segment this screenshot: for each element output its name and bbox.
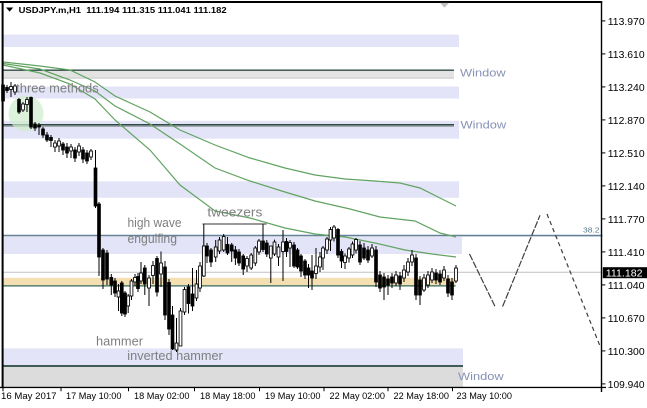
svg-text:19 May 10:00: 19 May 10:00	[265, 391, 321, 401]
svg-text:hammer: hammer	[96, 335, 143, 349]
svg-text:112.870: 112.870	[608, 116, 645, 127]
svg-text:high wave: high wave	[128, 216, 182, 230]
svg-text:113.240: 113.240	[608, 83, 645, 94]
svg-text:Window: Window	[460, 68, 506, 80]
svg-text:Window: Window	[461, 119, 507, 131]
svg-text:16 May 2017: 16 May 2017	[1, 391, 57, 401]
svg-text:engulfing: engulfing	[128, 232, 178, 246]
svg-text:inverted hammer: inverted hammer	[127, 349, 223, 363]
svg-text:22 May 18:00: 22 May 18:00	[394, 391, 450, 401]
svg-text:Window: Window	[458, 371, 504, 383]
svg-text:three methods: three methods	[16, 82, 99, 96]
svg-text:111.770: 111.770	[608, 215, 645, 226]
svg-text:23 May 10:00: 23 May 10:00	[457, 391, 513, 401]
svg-text:38.2: 38.2	[583, 225, 600, 234]
svg-text:110.670: 110.670	[608, 314, 645, 325]
svg-text:112.510: 112.510	[608, 149, 645, 160]
svg-text:17 May 10:00: 17 May 10:00	[66, 391, 122, 401]
svg-text:113.970: 113.970	[608, 17, 645, 28]
svg-text:111.182: 111.182	[606, 269, 643, 280]
svg-text:111.040: 111.040	[608, 281, 645, 292]
svg-text:18 May 18:00: 18 May 18:00	[200, 391, 256, 401]
svg-text:22 May 02:00: 22 May 02:00	[330, 391, 386, 401]
svg-text:109.940: 109.940	[608, 380, 645, 391]
svg-text:tweezers: tweezers	[207, 205, 262, 219]
svg-text:112.140: 112.140	[608, 182, 645, 193]
svg-text:USDJPY.m,H1 111.194 111.315 1: USDJPY.m,H1 111.194 111.315 111.041 111.…	[19, 5, 227, 15]
svg-text:110.300: 110.300	[608, 347, 645, 358]
svg-text:18 May 02:00: 18 May 02:00	[134, 391, 190, 401]
svg-text:111.410: 111.410	[608, 248, 645, 259]
svg-text:113.610: 113.610	[608, 50, 645, 61]
